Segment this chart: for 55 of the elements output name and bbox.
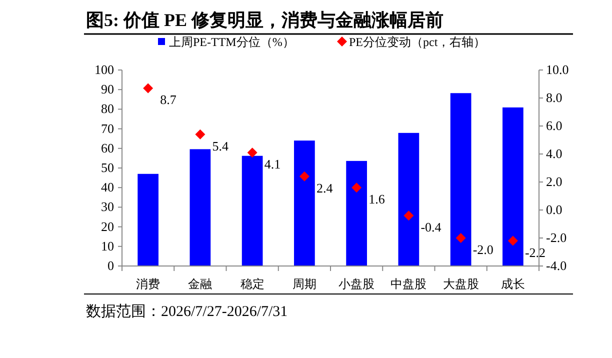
y2-tick-label: 6.0 xyxy=(546,118,562,133)
y-tick-label: 40 xyxy=(101,180,114,195)
y-tick-label: 50 xyxy=(101,160,114,175)
y2-tick-label: 8.0 xyxy=(546,90,562,105)
point xyxy=(299,171,310,182)
point xyxy=(247,148,258,158)
y-tick-label: 90 xyxy=(101,82,114,97)
y-tick-label: 100 xyxy=(94,62,114,77)
y-tick-label: 10 xyxy=(101,238,114,254)
y2-tick-label: 4.0 xyxy=(546,146,562,161)
y-tick-label: 70 xyxy=(101,120,114,136)
data-label: 1.6 xyxy=(368,192,386,207)
bar xyxy=(398,132,420,266)
x-tick-label: 小盘股 xyxy=(338,277,375,291)
y-tick-label: 80 xyxy=(101,101,114,116)
y2-tick-label: -2.0 xyxy=(546,230,567,245)
legend-label: PE分位变动（pct，右轴） xyxy=(349,35,486,49)
legend-label: 上周PE-TTM分位（%） xyxy=(169,35,294,49)
point xyxy=(404,210,414,221)
point xyxy=(352,182,362,193)
y-tick-label: 0 xyxy=(108,258,114,273)
data-label: 8.7 xyxy=(160,92,177,108)
chart-title: 图5: 价值 PE 修复明显，消费与金融涨幅居前 xyxy=(86,10,444,30)
data-label: -2.0 xyxy=(472,242,494,257)
data-label: 2.4 xyxy=(316,180,334,196)
y2-tick-label: 10.0 xyxy=(546,62,569,77)
point xyxy=(143,83,154,94)
text: 数据范围：2026/7/27-2026/7/31 xyxy=(86,303,288,320)
bar xyxy=(242,156,263,266)
y2-tick-label: 2.0 xyxy=(546,174,562,189)
data-label: -2.2 xyxy=(524,244,546,260)
y2-tick-label: -4.0 xyxy=(546,258,567,273)
bar xyxy=(346,160,367,266)
y-tick-label: 60 xyxy=(101,140,114,156)
bar xyxy=(138,174,158,266)
y2-tick-label: 0.0 xyxy=(546,202,562,217)
x-tick-label: 成长 xyxy=(500,277,525,291)
x-tick-label: 中盘股 xyxy=(390,277,427,291)
x-tick-label: 金融 xyxy=(188,277,212,291)
bar xyxy=(190,149,211,266)
data-label: -0.4 xyxy=(420,220,442,235)
x-tick-label: 大盘股 xyxy=(442,277,479,291)
bar xyxy=(294,140,315,266)
x-tick-label: 稳定 xyxy=(240,277,264,291)
data-label: 5.4 xyxy=(212,138,229,154)
bar xyxy=(450,93,472,266)
x-tick-label: 消费 xyxy=(136,277,160,291)
bar xyxy=(502,107,524,266)
point xyxy=(195,129,206,140)
point xyxy=(456,233,466,243)
x-tick-label: 周期 xyxy=(292,277,316,291)
data-label: 4.1 xyxy=(264,156,281,172)
y-tick-label: 30 xyxy=(101,199,114,214)
point xyxy=(508,236,518,246)
y-tick-label: 20 xyxy=(101,218,114,234)
